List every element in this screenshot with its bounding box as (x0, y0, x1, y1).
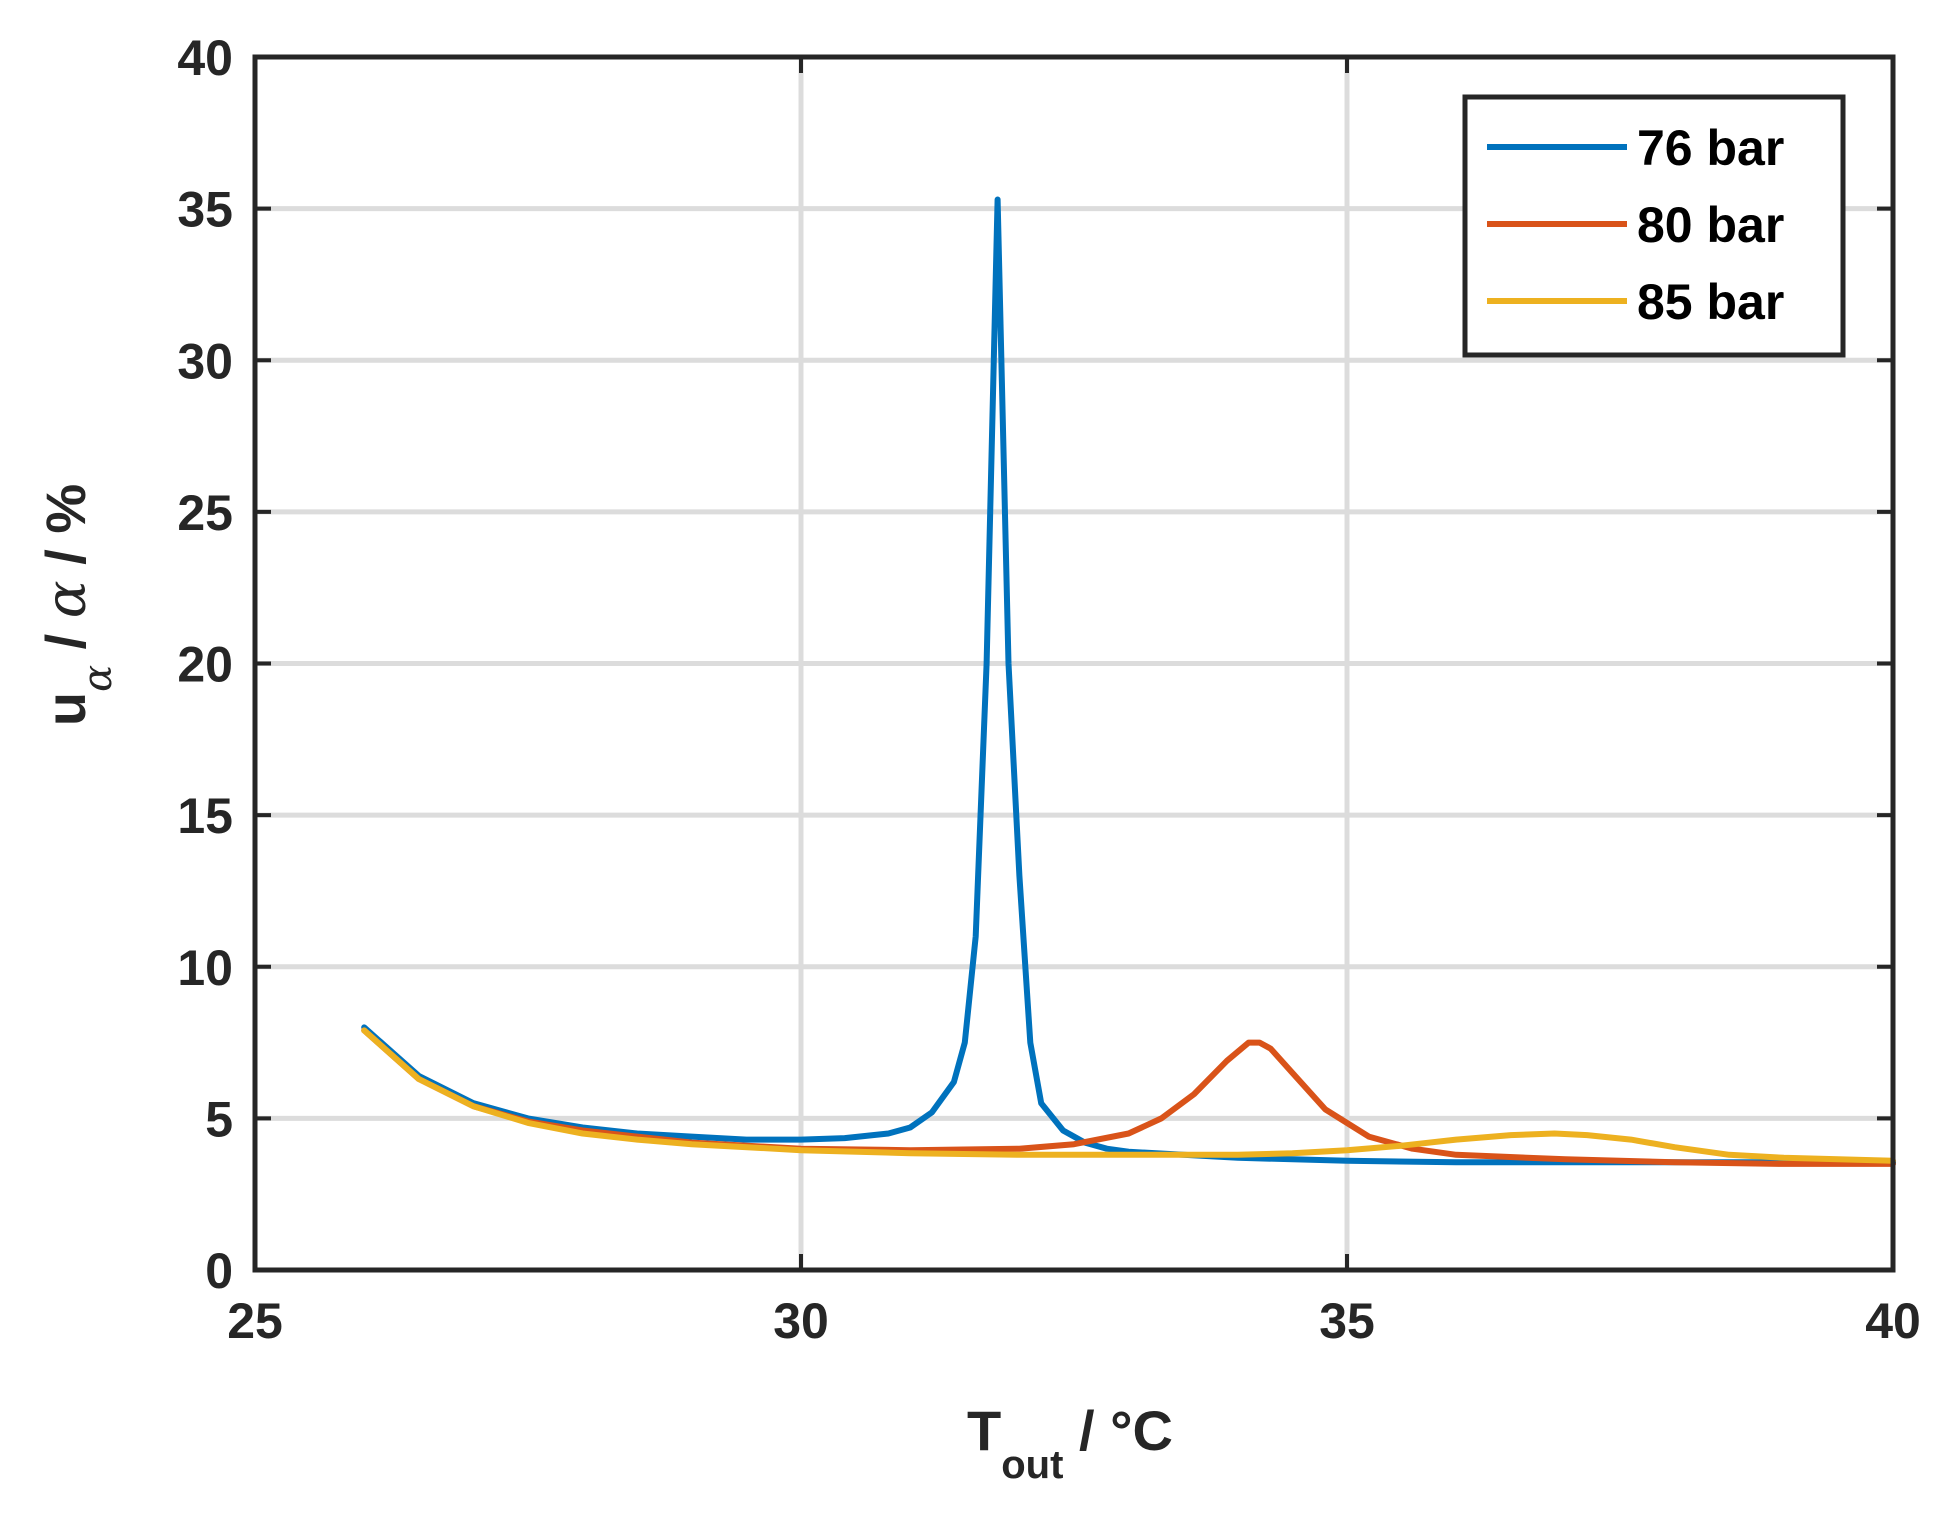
y-axis-title-rest2: / % (34, 484, 97, 580)
y-tick-label: 0 (205, 1243, 233, 1299)
x-tick-label: 35 (1319, 1293, 1375, 1349)
y-tick-label: 15 (177, 788, 233, 844)
y-tick-label: 20 (177, 637, 233, 693)
series-line-3 (361, 1027, 1896, 1164)
x-axis-title-main: T (967, 1399, 1001, 1462)
x-axis-title-rest: / °C (1063, 1399, 1173, 1462)
y-axis-title: uα / α / % (34, 484, 121, 726)
legend-label: 85 bar (1637, 274, 1784, 330)
y-axis-title-rest1: / (34, 618, 97, 665)
y-tick-label: 10 (177, 940, 233, 996)
y-axis-title-main: u (34, 692, 97, 726)
x-axis-title-sub: out (1001, 1443, 1063, 1487)
x-tick-label: 40 (1865, 1293, 1921, 1349)
y-axis-title-sub: α (75, 665, 121, 692)
y-tick-label: 5 (205, 1091, 233, 1147)
axis-ticks: 25 30 35 40 0 5 10 15 20 25 30 35 40 (177, 30, 1920, 1349)
x-tick-label: 30 (773, 1293, 829, 1349)
legend: 76 bar 80 bar 85 bar (1462, 94, 1846, 358)
series-lines (361, 196, 1896, 1167)
x-tick-label: 25 (227, 1293, 283, 1349)
series-line-1 (361, 196, 1896, 1166)
y-tick-label: 35 (177, 182, 233, 238)
y-axis-title-greek: α (34, 580, 99, 618)
y-tick-label: 40 (177, 30, 233, 86)
legend-label: 80 bar (1637, 197, 1784, 253)
legend-label: 76 bar (1637, 120, 1784, 176)
x-axis-title: Tout / °C (967, 1399, 1173, 1487)
y-tick-label: 25 (177, 485, 233, 541)
y-tick-label: 30 (177, 333, 233, 389)
